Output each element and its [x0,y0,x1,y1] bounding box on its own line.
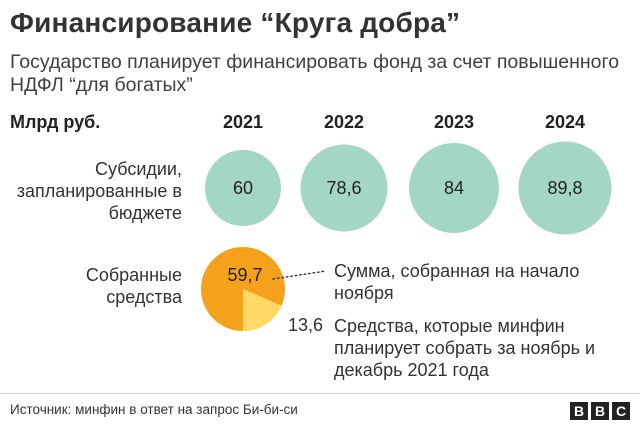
remaining-value-label: 13,6 [288,315,324,335]
year-label-2023: 2023 [433,112,475,132]
logo-letter-c: C [612,402,630,420]
chart-subtitle: Государство планирует финансировать фонд… [10,51,620,96]
collected-leader-line [272,270,327,280]
year-label-2021: 2021 [222,112,264,132]
planned-bubble-2022 [300,144,388,232]
planned-bubble-2021 [204,149,282,227]
collected-note: Сумма, собранная на начало ноября [334,261,580,303]
footer-divider [0,393,640,394]
collected-value: 59,7 [227,265,262,285]
source-text: Источник: минфин в ответ на запрос Би-би… [10,402,298,417]
planned-value-2022: 78,6 [326,178,361,198]
row-label-subsidies: Субсидии, запланированные в бюджете [16,159,182,223]
planned-value-2021: 60 [233,178,253,198]
bbc-logo: B B C [570,402,630,420]
planned-bubble-2023 [409,143,499,233]
remaining-slice [243,289,282,332]
row-label-collected: Собранные средства [85,265,182,307]
year-label-2022: 2022 [323,112,365,132]
remaining-note: Средства, которые минфин планирует собра… [334,316,596,380]
chart-title: Финансирование “Круга добра” [10,7,461,38]
planned-value-2023: 84 [444,178,464,198]
year-label-2024: 2024 [544,112,586,132]
planned-value-2024: 89,8 [547,178,582,198]
planned-bubble-2024 [518,141,612,235]
logo-letter-b1: B [570,402,588,420]
logo-letter-b2: B [591,402,609,420]
unit-label: Млрд руб. [10,112,101,132]
